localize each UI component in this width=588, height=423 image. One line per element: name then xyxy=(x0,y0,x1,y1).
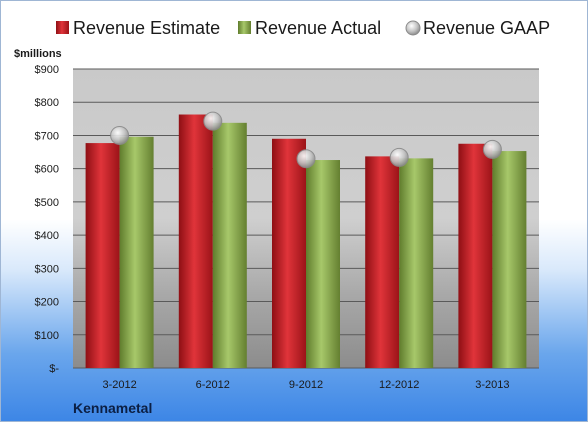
y-tick-label: $100 xyxy=(35,330,59,342)
y-axis-unit-label: $millions xyxy=(14,48,62,60)
revenue-actual-bar xyxy=(119,136,154,368)
x-axis-ticks: 3-2012 6-2012 9-2012 12-2012 3-2013 xyxy=(102,379,509,391)
x-tick-label: 6-2012 xyxy=(196,379,230,391)
revenue-estimate-bar xyxy=(85,143,120,368)
x-tick-label: 3-2013 xyxy=(475,379,509,391)
revenue-gaap-marker xyxy=(389,147,409,167)
revenue-estimate-legend-label: Revenue Estimate xyxy=(73,18,220,38)
revenue-gaap-legend-swatch xyxy=(405,20,421,36)
y-axis-ticks: $- $100 $200 $300 $400 $500 $600 $700 $800 $900 xyxy=(35,64,60,375)
revenue-actual-bar xyxy=(492,151,527,368)
revenue-gaap-marker xyxy=(296,149,316,169)
y-tick-label: $300 xyxy=(35,263,59,275)
x-tick-label: 12-2012 xyxy=(379,379,419,391)
y-tick-label: $200 xyxy=(35,297,59,309)
y-tick-label: $- xyxy=(49,363,59,375)
y-tick-label: $500 xyxy=(35,197,59,209)
revenue-actual-bar xyxy=(212,122,247,368)
revenue-actual-legend-swatch xyxy=(238,21,251,34)
revenue-actual-bar xyxy=(399,158,434,368)
gaap-markers xyxy=(110,111,502,169)
revenue-estimate-bar xyxy=(365,156,400,368)
y-tick-label: $800 xyxy=(35,97,59,109)
legend: Revenue Estimate Revenue Actual Revenue GA… xyxy=(56,18,550,38)
revenue-actual-legend-label: Revenue Actual xyxy=(255,18,381,38)
revenue-estimate-bar xyxy=(458,143,493,368)
revenue-gaap-legend-label: Revenue GAAP xyxy=(423,18,550,38)
revenue-estimate-bar xyxy=(272,138,306,368)
revenue-gaap-marker xyxy=(482,139,502,159)
revenue-gaap-marker xyxy=(203,111,223,131)
revenue-actual-bar xyxy=(306,160,340,368)
y-tick-label: $700 xyxy=(35,130,59,142)
revenue-estimate-bar xyxy=(178,114,213,369)
company-label: Kennametal xyxy=(73,400,152,416)
x-tick-label: 9-2012 xyxy=(289,379,323,391)
revenue-estimate-legend-swatch xyxy=(56,21,69,34)
x-tick-label: 3-2012 xyxy=(102,379,136,391)
revenue-gaap-marker xyxy=(110,125,130,145)
y-tick-label: $900 xyxy=(35,64,59,76)
y-tick-label: $600 xyxy=(35,164,59,176)
y-tick-label: $400 xyxy=(35,230,59,242)
bars xyxy=(85,114,527,369)
